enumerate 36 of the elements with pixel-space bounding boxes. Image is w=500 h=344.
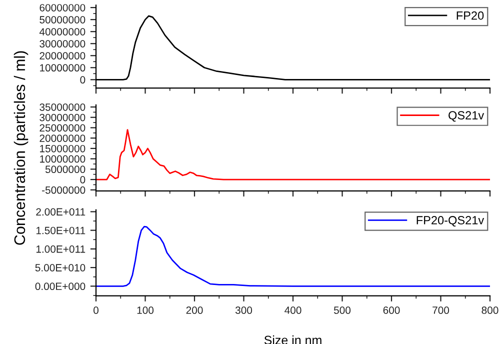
x-tick-label: 800 — [482, 306, 498, 314]
x-tick-label: 400 — [284, 306, 302, 314]
x-tick-label: 700 — [432, 306, 450, 314]
y-tick-label: 25000000 — [40, 124, 86, 132]
legend-label: FP20-QS21v — [416, 216, 484, 227]
line-series — [96, 226, 490, 287]
x-tick-label: 0 — [94, 306, 98, 314]
y-tick-label: 0 — [80, 176, 86, 184]
y-tick-label: 50000000 — [40, 16, 86, 24]
y-tick-label: 30000000 — [40, 40, 86, 48]
y-tick-label: 1.00E+011 — [36, 245, 86, 253]
x-tick-label: 600 — [383, 306, 400, 314]
y-tick-label: 20000000 — [40, 134, 86, 142]
x-tick-label: 200 — [186, 306, 203, 314]
y-tick-label: 60000000 — [40, 4, 86, 12]
y-tick-label: -5000000 — [42, 186, 86, 194]
x-tick-label: 300 — [235, 306, 252, 314]
y-tick-label: 0 — [80, 76, 86, 84]
y-tick-label: 30000000 — [40, 114, 86, 122]
y-tick-label: 15000000 — [40, 144, 86, 152]
y-axis-title: Concentration (particles / ml) — [14, 51, 28, 245]
y-tick-label: 35000000 — [40, 103, 86, 111]
y-tick-label: 20000000 — [40, 52, 86, 60]
y-tick-label: 40000000 — [39, 28, 86, 36]
legend-label: FP20 — [456, 11, 484, 20]
x-tick-label: 500 — [334, 306, 351, 314]
y-tick-label: 10000000 — [40, 155, 86, 163]
legend-label: QS21v — [448, 111, 484, 122]
x-tick-label: 100 — [137, 306, 154, 314]
y-tick-label: 2.00E+011 — [36, 208, 86, 216]
line-series — [96, 129, 490, 180]
y-tick-label: 5.00E+010 — [35, 264, 86, 272]
y-tick-label: 10000000 — [40, 64, 86, 72]
y-tick-label: 5000000 — [45, 166, 86, 174]
y-tick-label: 0.00E+000 — [35, 282, 86, 290]
y-tick-label: 1.50E+011 — [36, 226, 86, 234]
